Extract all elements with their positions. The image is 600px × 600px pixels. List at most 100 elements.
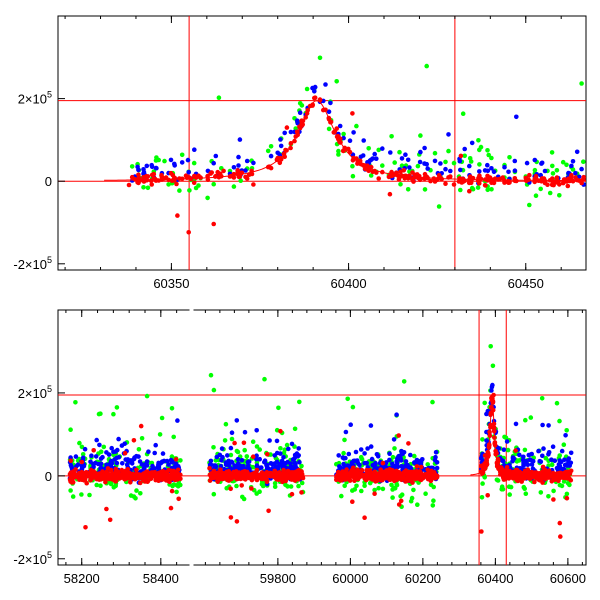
data-point [560,180,566,186]
data-point [483,183,488,188]
data-point [310,85,315,91]
data-point [475,185,481,190]
data-point [175,418,180,423]
data-point [563,472,569,477]
data-point [350,173,356,179]
data-point [224,469,229,475]
data-point [132,472,137,478]
data-point [278,137,283,142]
data-point [234,418,240,423]
data-point [507,492,512,497]
data-point [109,473,115,479]
data-point [186,230,191,235]
data-point [539,161,544,166]
data-point [211,221,216,227]
data-point [408,465,413,470]
data-point [399,156,405,161]
data-point [422,187,428,192]
data-point [564,428,569,433]
x-tick-label: 60400 [330,276,366,291]
x-tick-label: 59800 [260,571,296,586]
data-point [504,439,510,444]
data-point [277,160,283,166]
data-point [355,460,361,466]
data-point [249,486,254,491]
data-point [342,483,348,489]
data-point [275,150,281,156]
data-point [164,471,170,477]
data-point [144,163,150,169]
data-point [358,447,364,452]
data-point [568,468,574,474]
data-point [489,187,494,192]
data-point [522,468,528,474]
data-point [122,441,127,447]
data-point [260,483,266,489]
data-point [169,406,175,411]
data-point [266,508,271,514]
data-point [570,178,576,184]
data-point [434,460,440,465]
data-point [477,162,482,167]
data-point [234,448,240,454]
data-point [277,461,282,467]
data-point [178,476,183,482]
data-point [166,182,171,187]
data-point [276,405,281,411]
data-point [415,163,421,169]
data-point [396,433,402,438]
plot-frame [57,15,587,271]
data-point [251,160,256,166]
data-point [581,159,586,164]
data-point [229,474,235,479]
data-point [350,163,355,169]
data-point [256,474,262,480]
data-point [336,453,342,458]
data-point [229,430,235,436]
data-point [436,173,442,178]
data-point [485,148,490,153]
data-point [382,464,388,469]
data-point [174,483,180,488]
data-point [337,123,343,129]
data-point [270,462,275,468]
data-point [525,462,531,468]
data-point [428,482,434,488]
data-point [564,495,570,501]
data-point [114,460,120,466]
data-point [243,168,248,173]
data-point [131,494,137,499]
data-point [274,476,280,481]
data-point [228,486,233,492]
data-point [104,506,109,512]
data-point [551,471,556,476]
data-points [67,344,574,539]
data-point [193,185,199,191]
data-point [257,456,263,462]
data-point [559,483,565,489]
data-point [451,160,457,166]
data-point [460,111,466,116]
data-point [517,452,522,458]
data-point [114,455,119,461]
data-point [491,169,497,175]
data-point [557,453,562,458]
data-point [554,400,560,406]
data-point [380,163,385,168]
data-point [479,495,485,500]
data-point [412,469,418,475]
data-point [418,464,424,470]
data-point [510,458,515,464]
data-point [387,457,392,463]
data-point [249,473,255,479]
data-point [222,438,228,443]
data-point [168,157,174,163]
data-point [265,452,270,457]
data-point [229,436,235,442]
data-point [392,486,398,491]
data-point [550,163,555,169]
data-point [179,152,185,158]
data-point [345,476,351,482]
data-point [286,446,291,452]
data-point [490,363,496,369]
